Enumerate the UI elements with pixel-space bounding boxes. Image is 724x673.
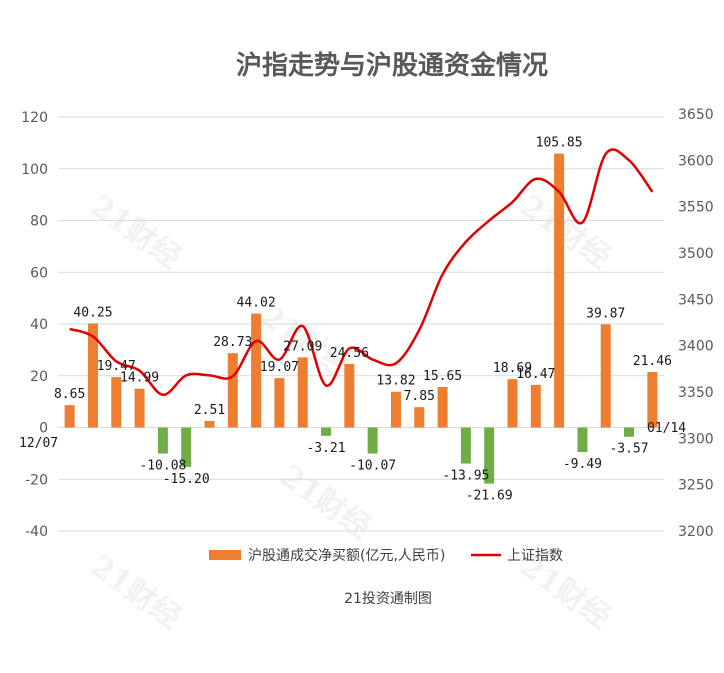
- left-axis: 120 100 80 60 40 20 0 -20 -40: [21, 110, 48, 540]
- bar-value-label: 2.51: [194, 403, 225, 418]
- right-tick-label: 3600: [678, 153, 714, 169]
- bar: [437, 387, 448, 428]
- bar: [251, 313, 262, 428]
- bar: [554, 153, 565, 428]
- bar: [111, 377, 122, 428]
- bar: [414, 407, 425, 428]
- left-tick-label: 20: [30, 369, 48, 385]
- bar-value-label: 39.87: [586, 306, 625, 321]
- bar: [484, 427, 495, 484]
- legend-bar-label: 沪股通成交净买额(亿元,人民币): [248, 547, 445, 564]
- bar-value-label: -3.57: [609, 442, 648, 457]
- bar-value-label: 105.85: [536, 136, 583, 151]
- bar: [344, 363, 355, 428]
- right-tick-label: 3350: [678, 385, 714, 401]
- line-series: [69, 148, 654, 397]
- bar-value-label: 19.47: [97, 359, 136, 374]
- bar: [157, 427, 168, 454]
- bar-value-label: -9.49: [563, 457, 602, 472]
- bar-value-label: 13.82: [376, 374, 415, 389]
- bar-value-label: 24.56: [330, 346, 369, 361]
- legend-bar-swatch: [209, 550, 241, 560]
- watermark-text: 21财经: [84, 189, 187, 276]
- bar: [507, 379, 518, 428]
- index-line: [69, 148, 654, 397]
- right-tick-label: 3500: [678, 246, 714, 262]
- legend: 沪股通成交净买额(亿元,人民币) 上证指数: [209, 547, 563, 564]
- bar: [577, 427, 588, 453]
- bar: [87, 323, 98, 428]
- left-tick-label: 80: [30, 214, 48, 230]
- right-tick-label: 3400: [678, 339, 714, 355]
- bar-value-label: 8.65: [54, 387, 85, 402]
- left-tick-label: 100: [21, 162, 48, 178]
- left-tick-label: 0: [39, 421, 48, 437]
- bar-value-label: 7.85: [404, 389, 435, 404]
- right-axis: 3650 3600 3550 3500 3450 3400 3350 3300 3250 3200: [678, 107, 714, 540]
- right-tick-label: 3450: [678, 292, 714, 308]
- bar: [530, 384, 541, 428]
- right-tick-label: 3250: [678, 478, 714, 494]
- bar: [460, 427, 471, 464]
- bar: [624, 427, 635, 437]
- bar: [600, 324, 611, 428]
- bar: [367, 427, 378, 454]
- right-tick-label: 3550: [678, 200, 714, 216]
- bar: [227, 353, 238, 428]
- x-end-label: 01/14: [647, 421, 686, 436]
- bar: [204, 421, 215, 428]
- bar: [321, 427, 332, 436]
- bar-value-label: 15.65: [423, 369, 462, 384]
- bar-value-label: -10.07: [349, 459, 396, 474]
- bar-value-label: 14.99: [120, 371, 159, 386]
- bar-value-label: -15.20: [163, 472, 210, 487]
- bar-value-label: -13.95: [442, 469, 489, 484]
- left-tick-label: 120: [21, 110, 48, 126]
- right-tick-label: 3300: [678, 431, 714, 447]
- legend-line-label: 上证指数: [507, 548, 563, 564]
- bar: [274, 378, 285, 428]
- left-tick-label: -20: [25, 472, 48, 488]
- bars: [64, 153, 658, 484]
- x-start-label: 12/07: [19, 436, 58, 451]
- bar-value-label: 18.69: [493, 361, 532, 376]
- watermark-text: 21财经: [84, 549, 187, 636]
- left-tick-label: -40: [25, 524, 48, 540]
- left-tick-label: 60: [30, 265, 48, 281]
- x-labels: 12/07 01/14: [19, 421, 686, 451]
- left-tick-label: 40: [30, 317, 48, 333]
- bar-value-label: 27.09: [283, 339, 322, 354]
- bar-value-label: 21.46: [633, 354, 672, 369]
- bar-value-label: 16.47: [516, 367, 555, 382]
- chart-title: 沪指走势与沪股通资金情况: [236, 50, 548, 81]
- bar-value-label: -21.69: [466, 489, 513, 504]
- bar-value-label: 28.73: [213, 335, 252, 350]
- bar-value-label: -3.21: [306, 441, 345, 456]
- bar-value-label: 19.07: [260, 360, 299, 375]
- bar: [647, 371, 658, 428]
- bar-value-label: 44.02: [237, 296, 276, 311]
- bar-value-label: -10.08: [139, 459, 186, 474]
- right-tick-label: 3650: [678, 107, 714, 123]
- credit-text: 21投资通制图: [344, 591, 432, 607]
- bar: [297, 357, 308, 428]
- bar: [390, 391, 401, 428]
- bar: [181, 427, 192, 467]
- bar: [134, 388, 145, 428]
- right-tick-label: 3200: [678, 524, 714, 540]
- bar-value-label: 40.25: [73, 305, 112, 320]
- bar: [64, 405, 75, 428]
